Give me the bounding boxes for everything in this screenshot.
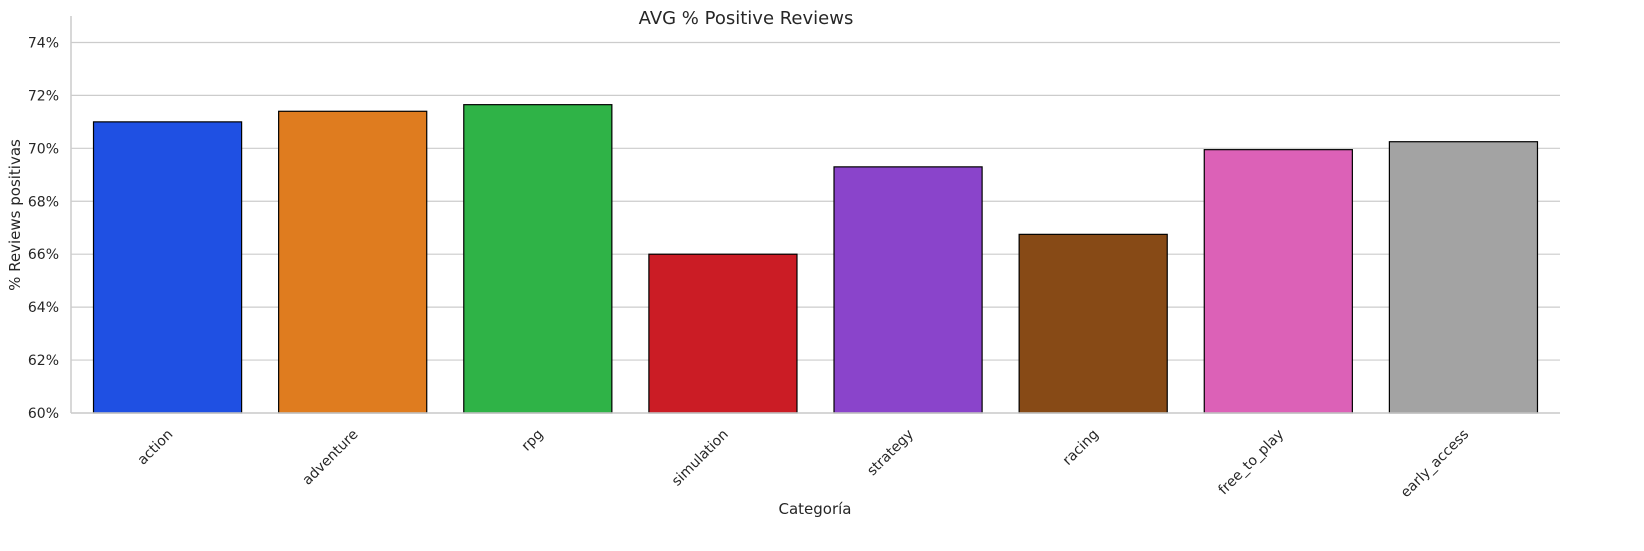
x-tick-label: racing: [1060, 427, 1102, 469]
y-tick-label: 60%: [28, 406, 59, 422]
bar-early-access: [1388, 141, 1539, 414]
bar-adventure: [278, 110, 428, 414]
bar-strategy: [833, 166, 983, 414]
x-tick-label: simulation: [669, 427, 732, 490]
bar-racing: [1018, 233, 1168, 414]
bar-rpg: [463, 104, 613, 414]
bar-free-to-play: [1203, 149, 1353, 414]
x-tick-label: adventure: [300, 427, 362, 489]
x-tick-label: strategy: [864, 427, 917, 480]
chart-title: AVG % Positive Reviews: [639, 8, 854, 29]
y-tick-label: 68%: [28, 194, 59, 210]
y-ticks: 60% 62% 64% 66% 68% 70% 72% 74%: [28, 35, 59, 422]
x-tick-label: free_to_play: [1216, 427, 1288, 499]
bar-simulation: [648, 253, 798, 414]
y-tick-label: 74%: [28, 35, 59, 51]
y-tick-label: 64%: [28, 300, 59, 316]
bar-action: [92, 121, 243, 414]
y-tick-label: 72%: [28, 88, 59, 104]
y-tick-label: 66%: [28, 247, 59, 263]
y-tick-label: 70%: [28, 141, 59, 157]
x-axis-label: Categoría: [778, 500, 851, 518]
x-ticks: action adventure rpg simulation strategy raci…: [135, 427, 1473, 501]
x-tick-label: action: [135, 427, 177, 469]
y-tick-label: 62%: [28, 353, 59, 369]
y-axis-label: % Reviews positivas: [6, 139, 24, 291]
x-tick-label: rpg: [519, 427, 547, 455]
x-tick-label: early_access: [1398, 427, 1472, 501]
bars: [92, 104, 1539, 414]
